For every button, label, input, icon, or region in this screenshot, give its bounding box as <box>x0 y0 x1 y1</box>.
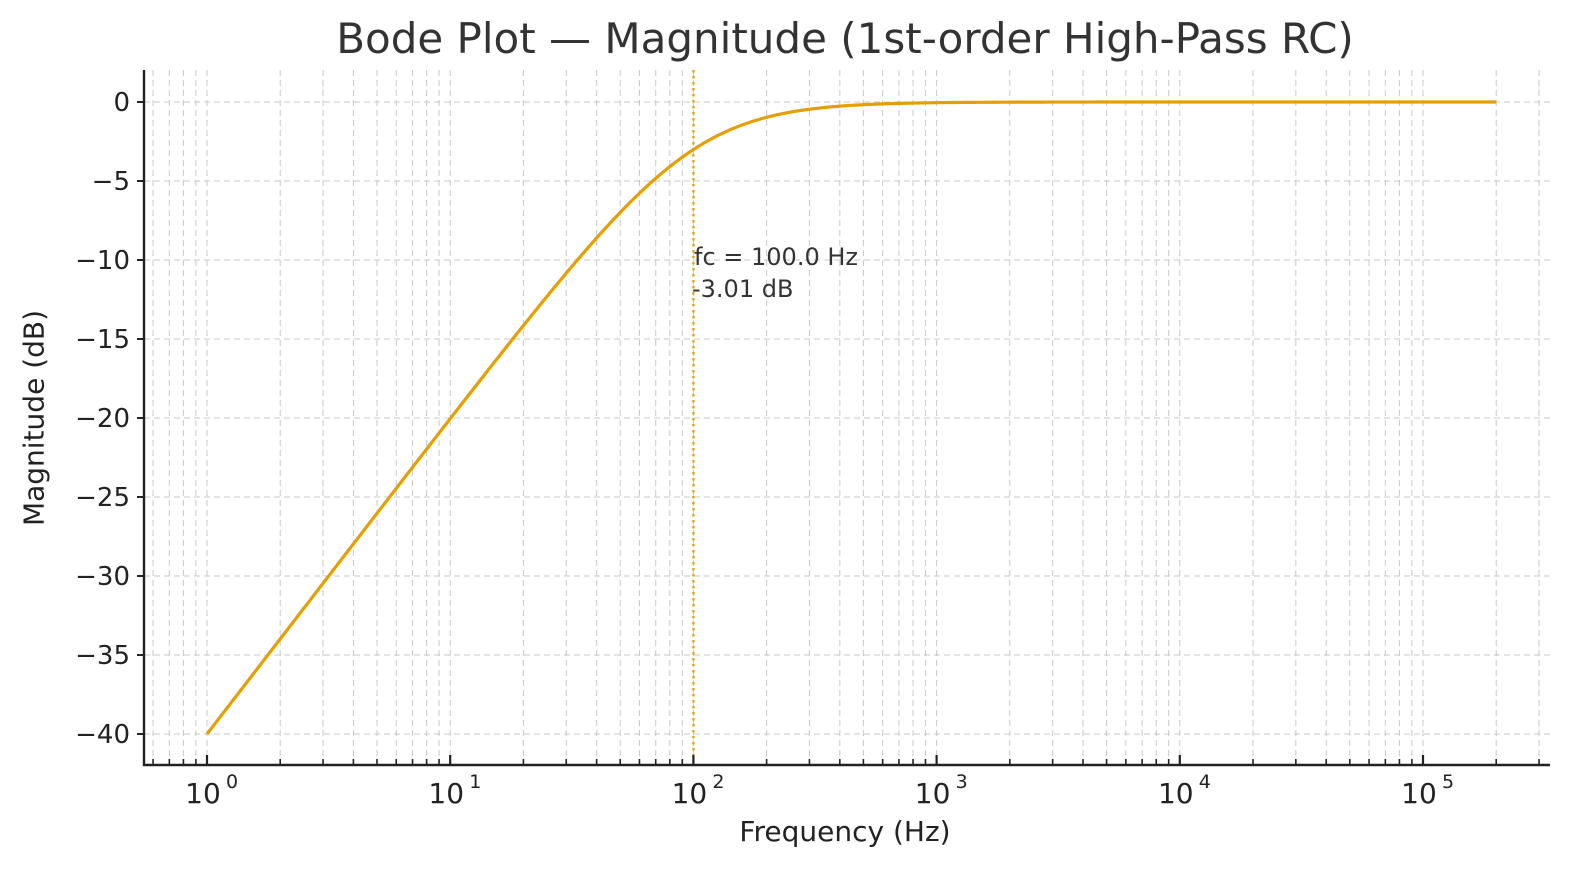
x-tick-exponent: 3 <box>956 771 968 793</box>
y-tick-label: −30 <box>75 562 130 592</box>
x-axis-label: Frequency (Hz) <box>739 815 951 848</box>
x-tick-label: 10 <box>672 777 708 810</box>
x-tick-label: 10 <box>185 777 221 810</box>
x-tick-label: 10 <box>1158 777 1194 810</box>
annotation-magnitude: -3.01 dB <box>692 275 793 303</box>
y-tick-label: −20 <box>75 404 130 434</box>
y-tick-label: −25 <box>75 483 130 513</box>
y-tick-label: −15 <box>75 325 130 355</box>
y-tick-label: −10 <box>75 246 130 276</box>
magnitude-curve <box>205 100 1497 735</box>
y-tick-label: −35 <box>75 641 130 671</box>
annotation-frequency: fc = 100.0 Hz <box>694 243 858 271</box>
grid-lines <box>144 70 1550 765</box>
x-tick-exponent: 4 <box>1199 771 1211 793</box>
x-tick-exponent: 5 <box>1442 771 1454 793</box>
x-tick-exponent: 0 <box>226 771 238 793</box>
x-tick-label: 10 <box>428 777 464 810</box>
y-tick-label: −40 <box>75 720 130 750</box>
x-tick-label: 10 <box>915 777 951 810</box>
cutoff-annotation: fc = 100.0 Hz -3.01 dB <box>692 243 858 303</box>
y-tick-label: −5 <box>92 167 130 197</box>
x-axis-ticks: 10 0 10 1 10 2 10 3 10 4 10 5 <box>152 755 1540 810</box>
y-tick-label: 0 <box>113 88 130 118</box>
x-tick-exponent: 2 <box>712 771 724 793</box>
chart-title: Bode Plot — Magnitude (1st-order High-Pa… <box>336 14 1354 63</box>
x-tick-exponent: 1 <box>469 771 481 793</box>
x-tick-label: 10 <box>1401 777 1437 810</box>
y-axis-ticks: 0 −5 −10 −15 −20 −25 −30 −35 −40 <box>75 88 144 750</box>
